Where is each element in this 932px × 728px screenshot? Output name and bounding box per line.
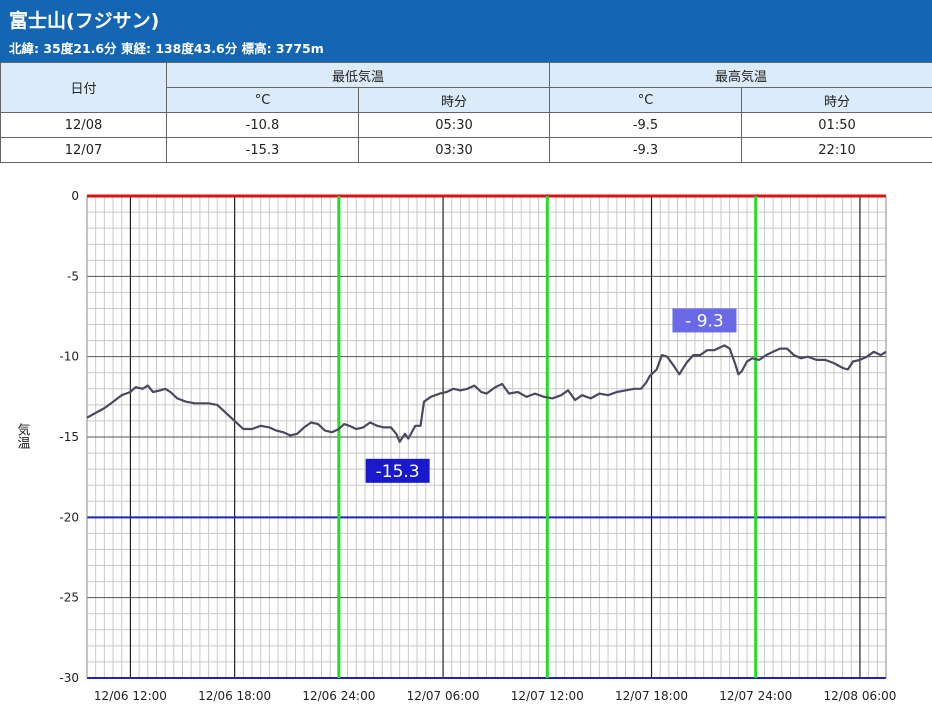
x-tick-label: 12/06 24:00: [302, 689, 375, 703]
x-tick-label: 12/08 06:00: [823, 689, 896, 703]
x-tick-label: 12/07 12:00: [511, 689, 584, 703]
max-temp-header: 最高気温: [550, 63, 932, 88]
station-header: 富士山(フジサン) 北緯: 35度21.6分 東経: 138度43.6分 標高:…: [0, 0, 932, 62]
row-min-time: 05:30: [359, 113, 550, 138]
y-tick-label: -30: [59, 671, 79, 685]
row-min-time: 03:30: [359, 138, 550, 163]
x-tick-label: 12/07 06:00: [407, 689, 480, 703]
min-temp-header: 最低気温: [167, 63, 550, 88]
row-max-temp: -9.5: [550, 113, 742, 138]
max-time-header: 時分: [742, 88, 932, 113]
row-max-time: 01:50: [742, 113, 932, 138]
row-max-temp: -9.3: [550, 138, 742, 163]
y-tick-label: -20: [59, 510, 79, 524]
temperature-chart: 0 -5 -10 -15 -20 -25 -30 12/06 12:00 12/06 18:00…: [0, 165, 932, 724]
station-coordinates: 北緯: 35度21.6分 東経: 138度43.6分 標高: 3775m: [9, 38, 324, 57]
station-title: 富士山(フジサン): [9, 6, 159, 33]
min-time-header: 時分: [359, 88, 550, 113]
max-value-label: - 9.3: [685, 311, 724, 331]
x-tick-label: 12/06 12:00: [94, 689, 167, 703]
row-date: 12/08: [1, 113, 167, 138]
min-value-label: -15.3: [376, 462, 420, 482]
y-axis-label: 気温: [15, 422, 31, 449]
temperature-chart-svg: 0 -5 -10 -15 -20 -25 -30 12/06 12:00 12/06 18:00…: [0, 165, 932, 724]
min-unit-header: °C: [167, 88, 359, 113]
x-tick-label: 12/07 24:00: [719, 689, 792, 703]
x-tick-label: 12/06 18:00: [198, 689, 271, 703]
temperature-summary-table: 日付 最低気温 最高気温 °C 時分 °C 時分 12/08 -10.8 05:…: [0, 62, 932, 163]
y-tick-label: 0: [71, 189, 79, 203]
y-tick-label: -25: [59, 591, 79, 605]
y-tick-label: -10: [59, 350, 79, 364]
x-tick-label: 12/07 18:00: [615, 689, 688, 703]
y-tick-label: -5: [67, 269, 79, 283]
row-min-temp: -10.8: [167, 113, 359, 138]
table-row: 12/07 -15.3 03:30 -9.3 22:10: [1, 138, 932, 163]
row-max-time: 22:10: [742, 138, 932, 163]
max-unit-header: °C: [550, 88, 742, 113]
row-date: 12/07: [1, 138, 167, 163]
y-tick-label: -15: [59, 430, 79, 444]
row-min-temp: -15.3: [167, 138, 359, 163]
chart-grid: [87, 196, 886, 678]
date-header: 日付: [1, 63, 167, 113]
table-row: 12/08 -10.8 05:30 -9.5 01:50: [1, 113, 932, 138]
